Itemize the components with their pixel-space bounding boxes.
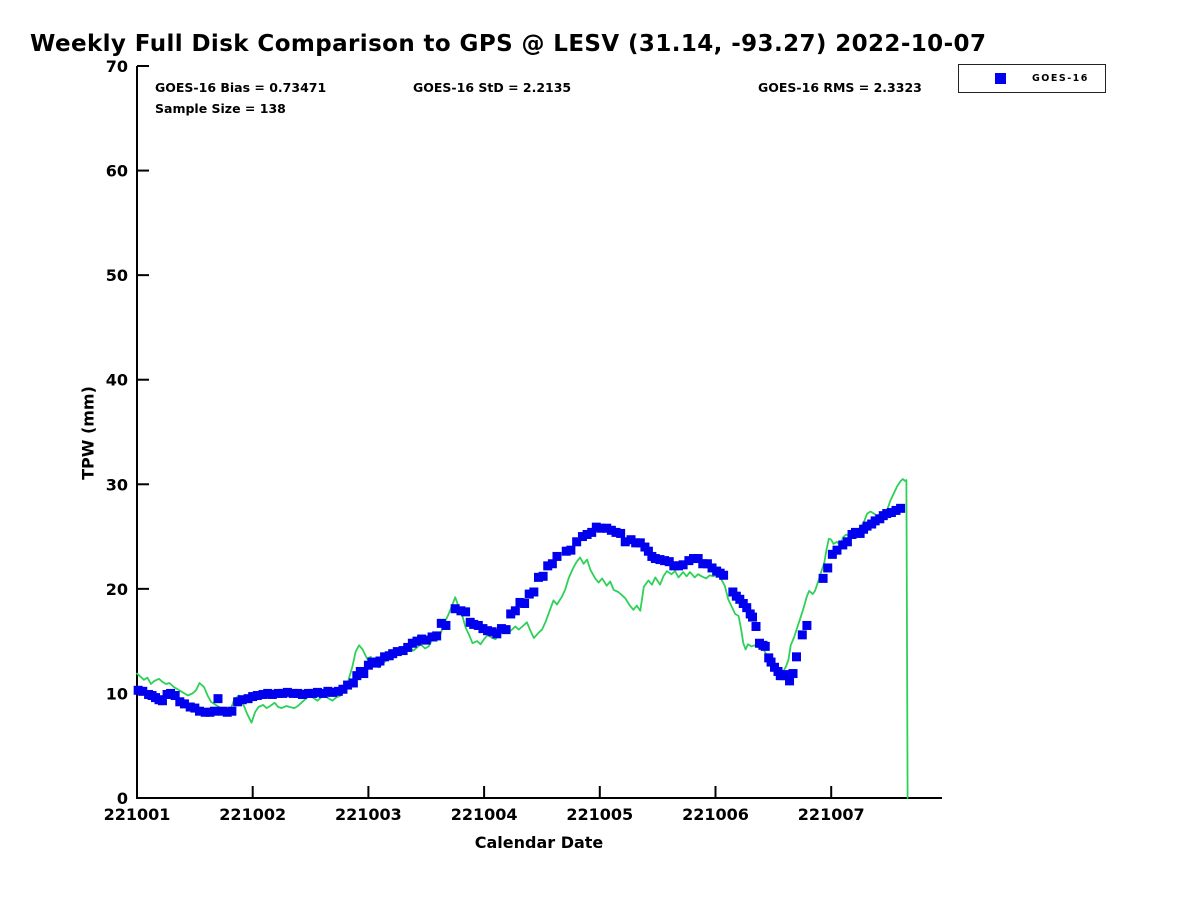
stat-sample-size: Sample Size = 138 [155, 101, 286, 116]
svg-text:0: 0 [117, 789, 128, 808]
svg-text:70: 70 [106, 57, 128, 76]
svg-text:221002: 221002 [219, 805, 286, 824]
stat-bias: GOES-16 Bias = 0.73471 [155, 80, 327, 95]
svg-text:40: 40 [106, 371, 128, 390]
svg-text:221007: 221007 [798, 805, 865, 824]
legend-marker-goes16 [995, 73, 1006, 84]
svg-text:221001: 221001 [104, 805, 171, 824]
svg-text:50: 50 [106, 266, 128, 285]
svg-text:20: 20 [106, 580, 128, 599]
x-axis-label: Calendar Date [474, 833, 604, 852]
svg-text:221004: 221004 [451, 805, 518, 824]
legend: GOES-16 [958, 64, 1106, 93]
svg-text:60: 60 [106, 162, 128, 181]
svg-text:221006: 221006 [682, 805, 749, 824]
svg-text:221003: 221003 [335, 805, 402, 824]
svg-text:10: 10 [106, 684, 128, 703]
svg-text:30: 30 [106, 475, 128, 494]
legend-label-goes16: GOES-16 [1032, 73, 1089, 84]
y-axis-label: TPW (mm) [78, 386, 98, 480]
stat-std: GOES-16 StD = 2.2135 [413, 80, 572, 95]
stat-rms: GOES-16 RMS = 2.3323 [758, 80, 922, 95]
chart-title: Weekly Full Disk Comparison to GPS @ LES… [30, 31, 987, 57]
svg-text:221005: 221005 [566, 805, 633, 824]
